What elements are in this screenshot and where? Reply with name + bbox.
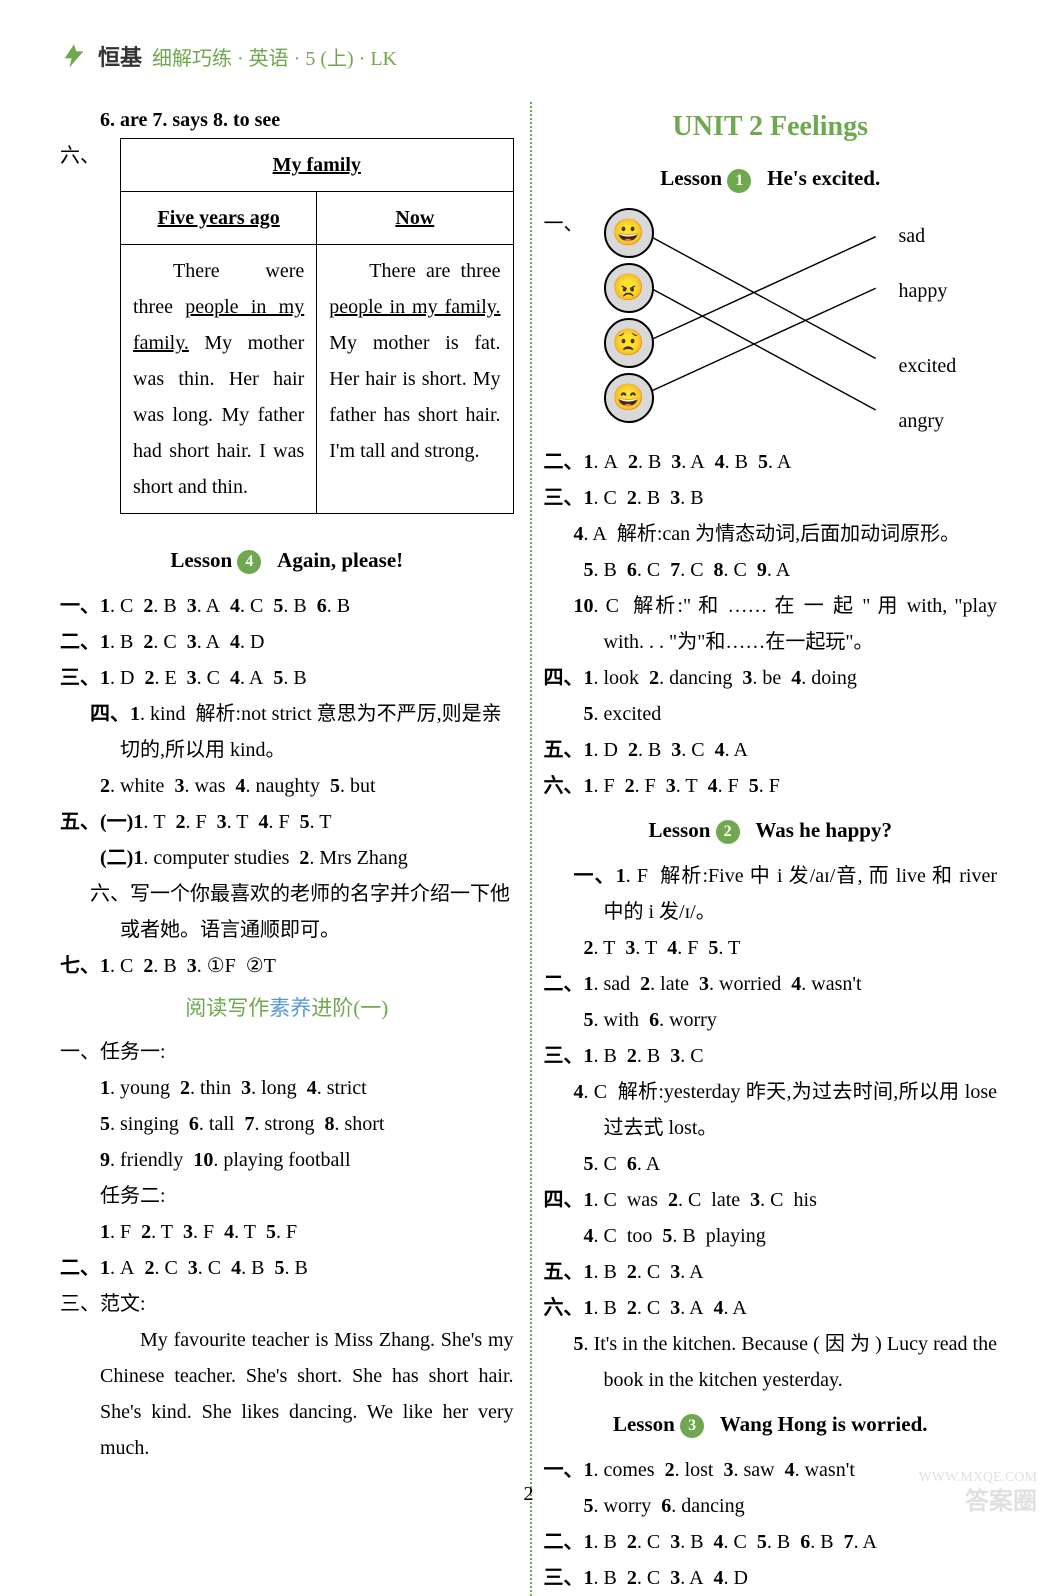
answers-line: 4. C too 5. B playing bbox=[544, 1218, 998, 1254]
label-sad: sad bbox=[899, 218, 926, 254]
lesson-badge-icon: 4 bbox=[237, 550, 261, 574]
essay-label: 三、范文: bbox=[60, 1286, 514, 1322]
answers-line: 七、1. C 2. B 3. ①F ②T bbox=[60, 948, 514, 984]
answers-line: 二、1. B 2. C 3. B 4. C 5. B 6. B 7. A bbox=[544, 1524, 998, 1560]
page-number: 2 bbox=[0, 1483, 1057, 1506]
answers-line: 5. excited bbox=[544, 696, 998, 732]
table-col1-header: Five years ago bbox=[121, 192, 317, 245]
answers-line: 六、1. F 2. F 3. T 4. F 5. F bbox=[544, 768, 998, 804]
answers-line: 五、1. D 2. B 3. C 4. A bbox=[544, 732, 998, 768]
table-title: My family bbox=[121, 139, 514, 192]
answers-line: 一、1. F 解析:Five 中 i 发/aɪ/音, 而 live 和 rive… bbox=[544, 858, 998, 930]
answers-line: 5. C 6. A bbox=[544, 1146, 998, 1182]
lesson3-title: Lesson 3 Wang Hong is worried. bbox=[544, 1406, 998, 1444]
emotion-matching-diagram: 😀 😠 😟 😄 sad happy excited angry bbox=[604, 206, 998, 436]
sad-face-icon: 😟 bbox=[604, 318, 654, 368]
task-label: 一、任务一: bbox=[60, 1034, 514, 1070]
answers-line: 5. singing 6. tall 7. strong 8. short bbox=[60, 1106, 514, 1142]
label-excited: excited bbox=[899, 348, 957, 384]
answers-line: 10. C 解析:" 和 …… 在 一 起 " 用 with, "play wi… bbox=[544, 588, 998, 660]
answers-line: 二、1. B 2. C 3. A 4. D bbox=[60, 624, 514, 660]
answers-line: 9. friendly 10. playing football bbox=[60, 1142, 514, 1178]
book-title: 细解巧练 · 英语 · 5 (上) · LK bbox=[152, 42, 397, 71]
answers-line: 六、写一个你最喜欢的老师的名字并介绍一下他或者她。语言通顺即可。 bbox=[60, 876, 514, 948]
answers-line: 二、1. A 2. C 3. C 4. B 5. B bbox=[60, 1250, 514, 1286]
left-column: 6. are 7. says 8. to see 六、 My family Fi… bbox=[60, 102, 524, 1596]
answers-line: 6. are 7. says 8. to see bbox=[60, 102, 514, 138]
answers-line: 一、1. C 2. B 3. A 4. C 5. B 6. B bbox=[60, 588, 514, 624]
lesson4-title: Lesson 4 Again, please! bbox=[60, 542, 514, 580]
answers-line: 1. young 2. thin 3. long 4. strict bbox=[60, 1070, 514, 1106]
unit-title: UNIT 2 Feelings bbox=[544, 102, 998, 152]
table-col2-header: Now bbox=[317, 192, 513, 245]
answers-line: 五、1. B 2. C 3. A bbox=[544, 1254, 998, 1290]
excited-face-icon: 😄 bbox=[604, 373, 654, 423]
section-one-label: 一、 bbox=[544, 206, 584, 444]
answers-line: 六、1. B 2. C 3. A 4. A bbox=[544, 1290, 998, 1326]
answers-line: 5. B 6. C 7. C 8. C 9. A bbox=[544, 552, 998, 588]
answers-line: (二)1. computer studies 2. Mrs Zhang bbox=[60, 840, 514, 876]
answers-line: 四、1. kind 解析:not strict 意思为不严厉,则是亲切的,所以用… bbox=[60, 696, 514, 768]
lesson-badge-icon: 3 bbox=[680, 1414, 704, 1438]
answers-line: 三、1. B 2. C 3. A 4. D bbox=[544, 1560, 998, 1596]
answers-line: 三、1. B 2. B 3. C bbox=[544, 1038, 998, 1074]
watermark-main: 答案圈 bbox=[965, 1481, 1037, 1516]
reading-section-title: 阅读写作素养进阶(一) bbox=[60, 990, 514, 1028]
answers-line: 1. F 2. T 3. F 4. T 5. F bbox=[60, 1214, 514, 1250]
answers-line: 二、1. A 2. B 3. A 4. B 5. A bbox=[544, 444, 998, 480]
answers-line: 三、1. C 2. B 3. B bbox=[544, 480, 998, 516]
answers-line: 2. white 3. was 4. naughty 5. but bbox=[60, 768, 514, 804]
brand-name: 恒基 bbox=[98, 40, 142, 72]
table-col1-body: There were three people in my family. My… bbox=[121, 245, 317, 514]
answers-line: 二、1. sad 2. late 3. worried 4. wasn't bbox=[544, 966, 998, 1002]
my-family-table: My family Five years ago Now There were … bbox=[120, 138, 514, 514]
matching-lines bbox=[604, 206, 998, 436]
column-divider bbox=[530, 102, 532, 1596]
table-col2-body: There are three people in my family. My … bbox=[317, 245, 513, 514]
answers-line: 5. with 6. worry bbox=[544, 1002, 998, 1038]
answers-line: 五、(一)1. T 2. F 3. T 4. F 5. T bbox=[60, 804, 514, 840]
brand-logo-icon bbox=[60, 42, 88, 70]
answers-line: 4. A 解析:can 为情态动词,后面加动词原形。 bbox=[544, 516, 998, 552]
lesson-badge-icon: 2 bbox=[716, 820, 740, 844]
label-angry: angry bbox=[899, 403, 945, 439]
answers-line: 5. It's in the kitchen. Because ( 因 为 ) … bbox=[544, 1326, 998, 1398]
lesson1-title: Lesson 1 He's excited. bbox=[544, 160, 998, 198]
lesson-badge-icon: 1 bbox=[727, 169, 751, 193]
answers-line: 4. C 解析:yesterday 昨天,为过去时间,所以用 lose 过去式 … bbox=[544, 1074, 998, 1146]
angry-face-icon: 😠 bbox=[604, 263, 654, 313]
essay-body: My favourite teacher is Miss Zhang. She'… bbox=[60, 1322, 514, 1466]
answers-line: 四、1. C was 2. C late 3. C his bbox=[544, 1182, 998, 1218]
label-happy: happy bbox=[899, 273, 948, 309]
happy-face-icon: 😀 bbox=[604, 208, 654, 258]
page-header: 恒基 细解巧练 · 英语 · 5 (上) · LK bbox=[60, 40, 997, 72]
section-six-label: 六、 bbox=[60, 138, 90, 174]
task-label: 任务二: bbox=[60, 1178, 514, 1214]
answers-line: 四、1. look 2. dancing 3. be 4. doing bbox=[544, 660, 998, 696]
right-column: UNIT 2 Feelings Lesson 1 He's excited. 一… bbox=[524, 102, 998, 1596]
answers-line: 三、1. D 2. E 3. C 4. A 5. B bbox=[60, 660, 514, 696]
lesson2-title: Lesson 2 Was he happy? bbox=[544, 812, 998, 850]
answers-line: 2. T 3. T 4. F 5. T bbox=[544, 930, 998, 966]
